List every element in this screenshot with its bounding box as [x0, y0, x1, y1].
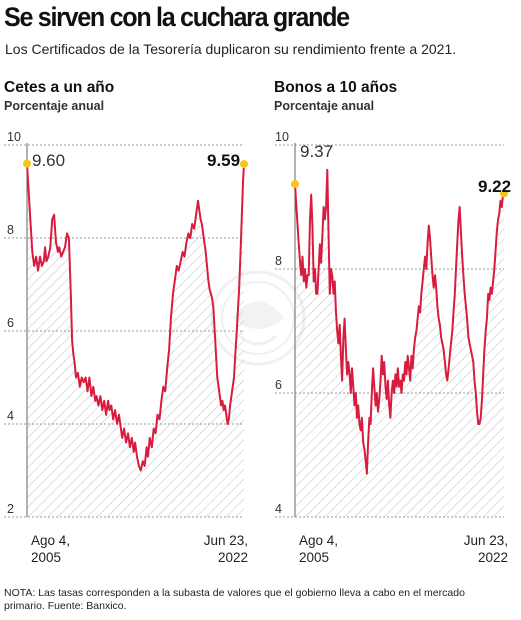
- chart-ylabel-bonos: Porcentaje anual: [274, 99, 375, 113]
- x-tick-label-bonos-1-line2: 2022: [478, 550, 508, 565]
- x-tick-label-bonos-0-line1: Ago 4,: [299, 533, 338, 548]
- chart-ylabel-cetes: Porcentaje anual: [4, 99, 105, 113]
- watermark-seal-icon: [210, 270, 306, 366]
- end-value-label-bonos: 9.22: [478, 177, 511, 196]
- y-tick-label-bonos-4: 4: [275, 502, 282, 516]
- end-point-cetes: [240, 160, 248, 169]
- start-point-cetes: [23, 159, 31, 168]
- end-value-label-cetes: 9.59: [207, 151, 240, 170]
- x-tick-label-cetes-0-line2: 2005: [31, 550, 61, 565]
- area-fill-bonos: [295, 169, 504, 518]
- chart-panel-cetes: 2 4 6 8 10 9.60 9.59 Ago 4, 2005 Jun 23, 2022: [4, 130, 248, 565]
- chart-title-cetes: Cetes a un año: [4, 79, 115, 96]
- x-tick-label-cetes-0-line1: Ago 4,: [31, 533, 70, 548]
- x-tick-label-bonos-1-line1: Jun 23,: [464, 533, 508, 548]
- y-tick-label-cetes-8: 8: [7, 223, 14, 237]
- start-value-label-cetes: 9.60: [32, 151, 65, 170]
- start-point-bonos: [291, 180, 299, 189]
- y-tick-label-bonos-6: 6: [275, 378, 282, 392]
- y-tick-label-cetes-6: 6: [7, 316, 14, 330]
- series-line-bonos: [294, 168, 505, 475]
- series-line-cetes: [26, 163, 245, 472]
- start-value-label-bonos: 9.37: [300, 142, 333, 161]
- chart-panel-bonos: 4 6 8 10 9.37 9.22 Ago 4, 2005 Jun 23, 2022: [275, 130, 511, 565]
- y-tick-label-cetes-2: 2: [7, 502, 14, 516]
- end-point-bonos: [500, 189, 508, 198]
- chart-title-bonos: Bonos a 10 años: [274, 79, 398, 96]
- x-tick-label-cetes-1-line2: 2022: [218, 550, 248, 565]
- page-title: Se sirven con la cuchara grande: [4, 2, 350, 32]
- page-subtitle: Los Certificados de la Tesorería duplica…: [5, 41, 457, 57]
- charts-canvas: 2 4 6 8 10 9.60 9.59 Ago 4, 2005 Jun 23, 2022 4 6 8 1…: [4, 130, 511, 565]
- footnote: NOTA: Las tasas corresponden a la subast…: [4, 587, 465, 612]
- y-tick-label-bonos-10: 10: [275, 130, 289, 144]
- x-tick-label-cetes-1-line1: Jun 23,: [204, 533, 248, 548]
- y-tick-label-cetes-4: 4: [7, 409, 14, 423]
- x-tick-label-bonos-0-line2: 2005: [299, 550, 329, 565]
- y-tick-label-bonos-8: 8: [275, 254, 282, 268]
- y-tick-label-cetes-10: 10: [7, 130, 21, 144]
- area-fill-cetes: [27, 163, 244, 517]
